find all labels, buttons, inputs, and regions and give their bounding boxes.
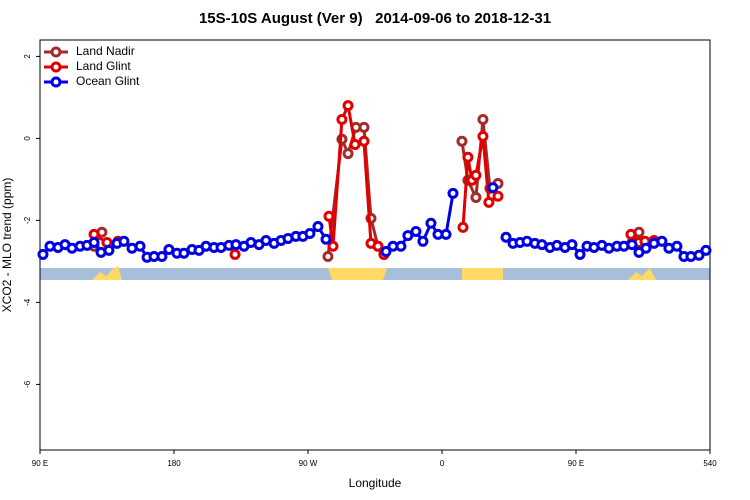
point	[323, 210, 335, 222]
point	[626, 239, 638, 251]
point	[470, 191, 482, 203]
land-band	[328, 268, 387, 280]
legend-marker	[50, 61, 62, 73]
point	[229, 248, 241, 260]
point	[322, 250, 334, 262]
land-band	[462, 268, 503, 280]
point	[447, 187, 459, 199]
point	[500, 231, 512, 243]
legend-label: Land Glint	[76, 59, 131, 73]
point	[462, 151, 474, 163]
point	[477, 130, 489, 142]
point	[380, 246, 392, 258]
x-tick-label: 90 E	[32, 459, 48, 468]
point	[574, 248, 586, 260]
point	[492, 190, 504, 202]
point	[312, 221, 324, 233]
point	[566, 239, 578, 251]
point	[425, 217, 437, 229]
point	[656, 235, 668, 247]
x-tick-label: 90 W	[299, 459, 318, 468]
point	[349, 139, 361, 151]
point	[700, 244, 712, 256]
legend-label: Ocean Glint	[76, 74, 140, 88]
y-tick-label: -4	[23, 298, 32, 306]
point	[320, 233, 332, 245]
y-tick-label: 0	[23, 136, 32, 141]
y-tick-label: -6	[23, 380, 32, 388]
y-axis-label: XCO2 - MLO trend (ppm)	[0, 178, 14, 313]
point	[402, 230, 414, 242]
point	[395, 240, 407, 252]
point	[37, 248, 49, 260]
y-tick-label: 2	[23, 54, 32, 59]
point	[88, 237, 100, 249]
point	[336, 114, 348, 126]
plot-frame	[39, 39, 711, 451]
legend-label: Land Nadir	[76, 44, 135, 58]
land-band	[92, 266, 122, 280]
point	[693, 249, 705, 261]
y-tick-label: -2	[23, 216, 32, 224]
point	[483, 196, 495, 208]
point	[477, 114, 489, 126]
point	[342, 100, 354, 112]
chart-title: 15S-10S August (Ver 9) 2014-09-06 to 201…	[199, 10, 551, 27]
land-band	[628, 268, 656, 280]
point	[671, 240, 683, 252]
point	[134, 240, 146, 252]
point	[327, 240, 339, 252]
point	[118, 235, 130, 247]
legend-marker	[50, 76, 62, 88]
x-axis-label: Longitude	[349, 476, 402, 490]
point	[410, 225, 422, 237]
point	[456, 135, 468, 147]
land-ocean-strip	[40, 266, 710, 280]
x-tick-label: 180	[167, 459, 181, 468]
point	[372, 240, 384, 252]
point	[358, 121, 370, 133]
point	[470, 169, 482, 181]
point	[457, 221, 469, 233]
point	[156, 250, 168, 262]
point	[103, 244, 115, 256]
point	[304, 228, 316, 240]
point	[625, 228, 637, 240]
point	[417, 235, 429, 247]
x-tick-label: 0	[440, 459, 445, 468]
x-tick-label: 540	[703, 459, 717, 468]
point	[358, 135, 370, 147]
x-tick-label: 90 E	[568, 459, 584, 468]
point	[487, 182, 499, 194]
point	[342, 148, 354, 160]
legend-marker	[50, 46, 62, 58]
point	[440, 228, 452, 240]
point	[640, 242, 652, 254]
